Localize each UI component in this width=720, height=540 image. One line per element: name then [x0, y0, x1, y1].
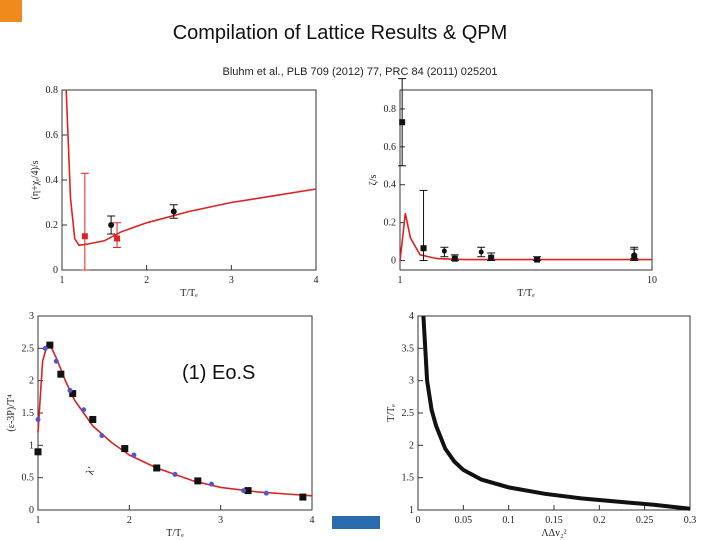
y-tick-label: 2.5	[22, 343, 35, 354]
x-tick-label: 0.3	[684, 515, 697, 526]
y-tick-label: 0.8	[384, 104, 397, 115]
lattice-red-point	[81, 233, 88, 240]
plot-frame	[417, 315, 691, 511]
lattice-black-point	[534, 256, 541, 263]
y-tick-label: 3.5	[402, 343, 415, 354]
y-tick-label: 2	[29, 376, 34, 387]
qpm-point	[131, 452, 137, 458]
y-tick-label: 0	[29, 505, 34, 516]
y-tick-label: 0.4	[384, 180, 397, 191]
x-tick-label: 3	[218, 515, 223, 526]
x-tick-label: 3	[229, 275, 234, 286]
x-tick-label: 2	[144, 275, 149, 286]
lattice-dot-point	[441, 248, 447, 254]
qpm-point	[241, 488, 246, 494]
x-tick-label: 2	[127, 515, 132, 526]
lattice-point	[89, 415, 97, 423]
lattice-point	[153, 464, 161, 472]
y-tick-label: 2.5	[402, 408, 415, 419]
lattice-point	[194, 477, 202, 485]
y-axis-label: ζ/s	[368, 174, 379, 185]
y-tick-label: 0.4	[46, 175, 59, 186]
y-tick-label: 1.5	[402, 473, 415, 484]
x-axis-label: T/Tₑ	[180, 288, 198, 299]
qpm-point	[67, 387, 73, 393]
qpm-point	[263, 490, 269, 496]
qpm-point	[172, 471, 178, 477]
qpm-point	[209, 481, 215, 487]
series-curve	[399, 213, 652, 261]
y-tick-label: 1	[29, 440, 34, 451]
lattice-black-point	[451, 255, 458, 262]
x-tick-label: 0.2	[593, 515, 606, 526]
x-tick-label: 1	[398, 275, 403, 286]
lattice-black-point	[170, 208, 177, 215]
x-tick-label: 0.05	[455, 515, 473, 526]
chart-trace-anomaly: 1 2 3 4 0 0.5 1 1.5 2 2.5 3 T/Tₑ (ε-3P)/T⁴ λ′	[6, 311, 315, 539]
x-axis-label: ΛΔv₂²	[541, 528, 566, 539]
y-tick-label: 1	[409, 505, 414, 516]
y-tick-label: 2	[409, 440, 414, 451]
y-tick-label: 0.2	[384, 218, 397, 229]
y-tick-label: 0.6	[384, 142, 397, 153]
eos-label: (1) Eo.S	[182, 362, 256, 384]
plot-frame	[37, 315, 313, 511]
y-tick-label: 0.6	[46, 130, 59, 141]
chart-zeta-s: 1 10 0 0.2 0.4 0.6 0.8 T/Tₑ ζ/s	[368, 78, 657, 299]
y-axis-label: (η+χₑ/4)/s	[30, 160, 41, 199]
lattice-point	[34, 448, 42, 456]
y-axis-label: (ε-3P)/T⁴	[6, 394, 17, 432]
lattice-point	[299, 493, 307, 501]
lattice-red-point	[114, 235, 121, 242]
lattice-point	[46, 341, 54, 349]
x-tick-label: 4	[314, 275, 319, 286]
citation: Bluhm et al., PLB 709 (2012) 77, PRC 84 …	[222, 66, 498, 78]
lattice-black-point	[488, 254, 495, 261]
y-tick-label: 0.2	[46, 220, 59, 231]
lattice-black-point	[420, 245, 427, 252]
lattice-point	[121, 445, 129, 453]
qpm-point	[35, 416, 41, 422]
lattice-dot-point	[631, 252, 637, 258]
y-tick-label: 4	[409, 311, 414, 322]
orange-corner-marker	[0, 0, 22, 22]
y-tick-label: 0.8	[46, 85, 59, 96]
x-tick-label: 1	[36, 515, 41, 526]
lattice-dot-point	[478, 249, 484, 255]
qpm-point	[53, 358, 59, 364]
x-tick-label: 0.1	[502, 515, 515, 526]
y-tick-label: 0.5	[22, 473, 35, 484]
x-tick-label: 1	[60, 275, 65, 286]
x-axis-label: T/Tₑ	[517, 288, 535, 299]
y-tick-label: 3	[409, 376, 414, 387]
qpm-point	[81, 407, 87, 413]
series-curve	[65, 89, 317, 247]
inline-label: λ′	[84, 465, 98, 476]
series-curve	[421, 315, 691, 511]
x-axis-label: T/Tₑ	[166, 528, 184, 539]
page-title: Compilation of Lattice Results & QPM	[172, 22, 508, 44]
lattice-black-point	[399, 119, 406, 126]
plot-frame	[61, 89, 317, 271]
lattice-point	[69, 390, 77, 398]
lattice-point	[244, 487, 252, 495]
qpm-point	[99, 433, 105, 439]
plot-frame	[399, 89, 653, 271]
x-tick-label: 0.15	[545, 515, 563, 526]
y-tick-label: 3	[29, 311, 34, 322]
qpm-point	[42, 345, 48, 351]
x-tick-label: 4	[310, 515, 315, 526]
footer-bar	[332, 516, 380, 529]
x-tick-label: 0	[416, 515, 421, 526]
chart-tc-vs-delta: 0 0.05 0.1 0.15 0.2 0.25 0.3 1 1.5 2 2.5 3 3.5 4 ΛΔv₂²…	[386, 311, 697, 539]
lattice-point	[57, 370, 65, 378]
y-tick-label: 0	[391, 256, 396, 267]
x-tick-label: 0.25	[636, 515, 654, 526]
x-tick-label: 10	[647, 275, 657, 286]
y-tick-label: 0	[53, 265, 58, 276]
y-axis-label: T/Tₑ	[386, 404, 397, 422]
lattice-black-point	[108, 222, 115, 228]
chart-eta-s: 1 2 3 4 0 0.2 0.4 0.6 0.8 T/Tₑ (η+χₑ/4)/s	[30, 85, 319, 299]
y-tick-label: 1.5	[22, 408, 35, 419]
